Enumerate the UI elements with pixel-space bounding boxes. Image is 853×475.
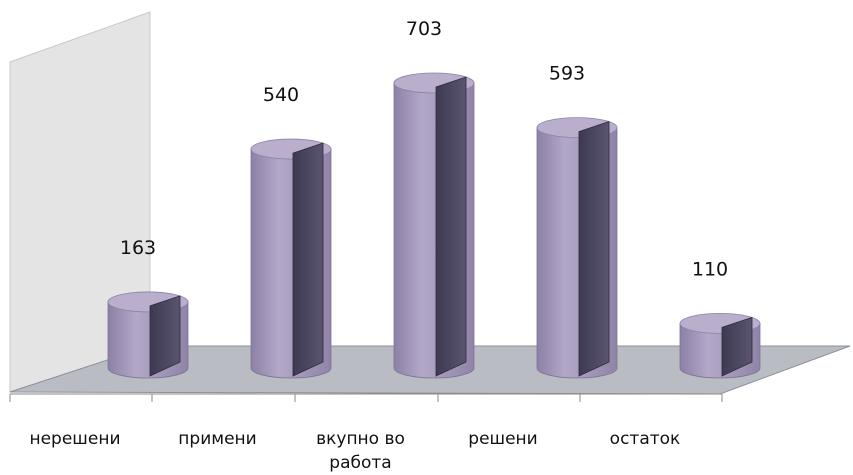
category-label-4: остаток [610,429,681,449]
category-label-2: вкупно во работа [316,429,405,473]
bar-0 [107,291,189,379]
category-label-0: нерешени [29,429,120,449]
bar-4 [679,313,761,379]
bar-3 [536,117,618,379]
data-label-3: 593 [549,63,585,85]
data-label-4: 110 [692,258,728,280]
data-label-1: 540 [263,84,299,106]
category-label-3: решени [468,429,537,449]
category-labels: нерешени примени вкупно во работа решени оста… [29,429,680,473]
data-labels: 163 540 703 593 110 [120,18,728,280]
bars [107,72,761,379]
x-axis-ticks [9,394,723,402]
category-label-1: примени [178,429,256,449]
bar-2 [393,72,475,379]
bar-1 [250,138,332,379]
data-label-2: 703 [406,18,442,40]
data-label-0: 163 [120,237,156,259]
